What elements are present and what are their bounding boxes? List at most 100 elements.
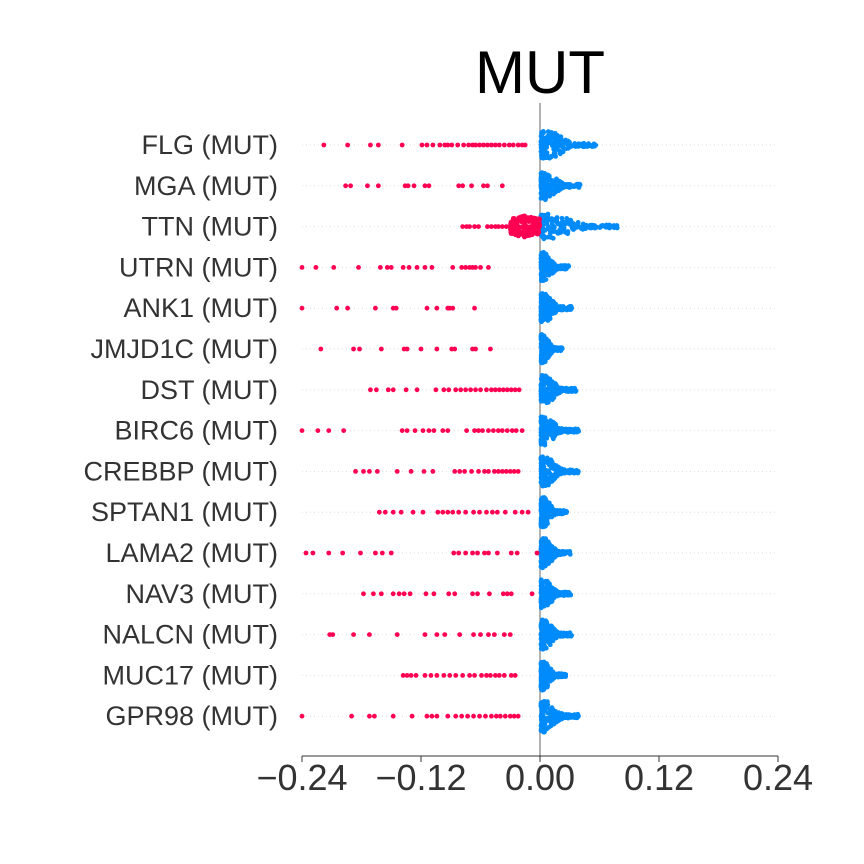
- wildtype-point: [549, 556, 555, 562]
- wildtype-point: [542, 195, 548, 201]
- mutated-point: [460, 224, 466, 230]
- mutated-point: [431, 591, 437, 597]
- wildtype-point: [549, 421, 555, 427]
- mutated-point: [318, 346, 324, 352]
- mutated-point: [375, 183, 381, 189]
- wildtype-point: [539, 596, 545, 602]
- mutated-point: [480, 428, 485, 433]
- mutated-point: [361, 469, 366, 474]
- mutated-point: [340, 550, 346, 556]
- wildtype-point: [569, 224, 575, 229]
- mutated-point: [472, 673, 477, 678]
- mutated-point: [424, 713, 430, 719]
- wildtype-point: [558, 631, 564, 637]
- wildtype-point: [557, 715, 563, 721]
- wildtype-point: [546, 272, 552, 278]
- mutated-point: [501, 142, 507, 148]
- wildtype-point: [539, 360, 545, 366]
- wildtype-point: [558, 345, 564, 351]
- mutated-point: [528, 230, 534, 236]
- mutated-point: [348, 183, 353, 189]
- mutated-point: [509, 428, 515, 433]
- mutated-point: [382, 509, 388, 515]
- wildtype-point: [550, 383, 555, 388]
- feature-label: TTN (MUT): [142, 212, 278, 242]
- mutated-point: [499, 469, 505, 474]
- wildtype-point: [573, 222, 579, 228]
- wildtype-point: [541, 215, 547, 221]
- feature-label: LAMA2 (MUT): [105, 538, 278, 568]
- mutated-point: [482, 469, 487, 474]
- mutated-point: [433, 387, 439, 393]
- wildtype-point: [552, 268, 557, 274]
- mutated-point: [473, 346, 478, 352]
- mutated-point: [353, 469, 358, 474]
- mutated-point: [515, 142, 521, 148]
- mutated-point: [496, 387, 502, 393]
- mutated-point: [330, 632, 336, 637]
- wildtype-point: [592, 143, 597, 149]
- mutated-point: [388, 550, 394, 556]
- mutated-point: [450, 305, 456, 311]
- feature-label: SPTAN1 (MUT): [91, 497, 278, 527]
- chart-title: MUT: [475, 39, 605, 106]
- mutated-point: [430, 469, 436, 474]
- wildtype-point: [549, 503, 554, 509]
- mutated-point: [511, 218, 517, 224]
- wildtype-point: [540, 190, 546, 196]
- mutated-point: [508, 229, 514, 235]
- wildtype-point: [552, 130, 558, 136]
- wildtype-point: [539, 352, 545, 358]
- mutated-point: [431, 428, 437, 433]
- mutated-point: [495, 469, 501, 474]
- wildtype-point: [554, 428, 559, 433]
- wildtype-point: [541, 265, 547, 271]
- mutated-point: [368, 387, 373, 393]
- mutated-point: [321, 142, 327, 148]
- wildtype-point: [540, 234, 546, 240]
- mutated-point: [458, 387, 464, 393]
- mutated-point: [534, 550, 540, 556]
- mutated-point: [508, 591, 514, 597]
- wildtype-point: [545, 539, 551, 545]
- wildtype-point: [539, 686, 544, 691]
- mutated-point: [450, 509, 456, 515]
- wildtype-point: [539, 153, 545, 158]
- mutated-point: [394, 469, 400, 474]
- mutated-point: [367, 713, 372, 719]
- wildtype-point: [549, 625, 555, 630]
- x-tick-label: 0.24: [743, 757, 813, 798]
- mutated-point: [345, 305, 351, 311]
- mutated-point: [412, 428, 418, 433]
- mutated-point: [426, 428, 432, 433]
- mutated-point: [371, 713, 377, 719]
- mutated-point: [470, 591, 475, 597]
- mutated-point: [477, 142, 482, 148]
- mutated-point: [428, 673, 434, 678]
- mutated-point: [499, 224, 505, 230]
- mutated-point: [490, 509, 495, 515]
- wildtype-point: [542, 375, 548, 381]
- mutated-point: [511, 713, 517, 719]
- mutated-point: [485, 224, 490, 230]
- mutated-point: [418, 346, 424, 352]
- mutated-point: [459, 713, 465, 719]
- wildtype-point: [552, 550, 557, 556]
- mutated-point: [378, 591, 384, 597]
- mutated-point: [420, 428, 426, 433]
- wildtype-point: [538, 558, 544, 564]
- mutated-point: [371, 591, 376, 597]
- mutated-point: [504, 591, 510, 597]
- mutated-point: [453, 387, 459, 393]
- wildtype-point: [559, 306, 565, 312]
- wildtype-point: [547, 193, 553, 199]
- mutated-point: [488, 346, 493, 352]
- mutated-point: [434, 346, 440, 352]
- mutated-point: [476, 469, 481, 474]
- mutated-point: [487, 591, 492, 597]
- mutated-point: [478, 632, 483, 637]
- mutated-point: [414, 387, 420, 393]
- wildtype-point: [539, 675, 545, 681]
- wildtype-point: [554, 593, 560, 599]
- mutated-point: [500, 387, 506, 393]
